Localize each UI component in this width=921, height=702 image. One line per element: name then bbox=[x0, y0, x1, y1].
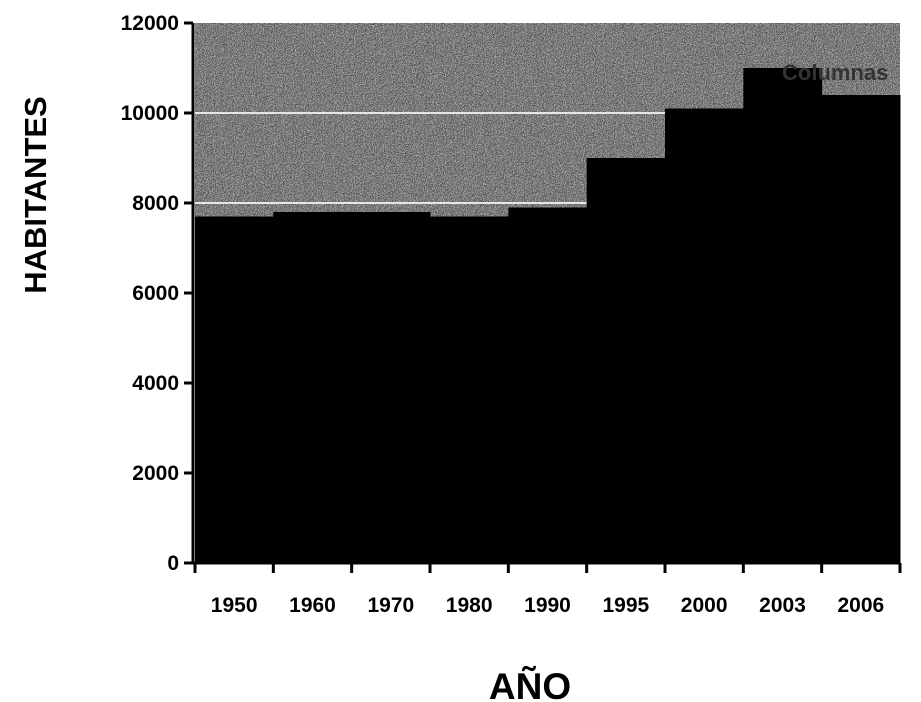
bar-1995 bbox=[586, 158, 666, 563]
y-tick-label: 12000 bbox=[121, 12, 179, 35]
x-tick-label: 1960 bbox=[289, 594, 336, 617]
x-axis-title: AÑO bbox=[489, 665, 571, 702]
x-tick-label: 2000 bbox=[681, 594, 728, 617]
x-tick-label: 1990 bbox=[524, 594, 571, 617]
bar-1960 bbox=[273, 212, 353, 563]
y-tick-label: 10000 bbox=[121, 102, 179, 125]
bars bbox=[195, 68, 901, 563]
x-tick-label: 1980 bbox=[446, 594, 493, 617]
y-tick-label: 0 bbox=[167, 552, 179, 575]
bar-2000 bbox=[665, 108, 744, 563]
y-tick-label: 4000 bbox=[132, 372, 179, 395]
x-tick-label: 2003 bbox=[759, 594, 806, 617]
bar-2006 bbox=[821, 95, 901, 563]
y-axis-ticks: 0 2000 4000 6000 8000 10000 12000 bbox=[121, 12, 193, 575]
y-axis-title: HABITANTES bbox=[18, 96, 53, 293]
x-tick-label: 1950 bbox=[211, 594, 258, 617]
y-tick-label: 8000 bbox=[132, 192, 179, 215]
bar-1970 bbox=[351, 212, 431, 563]
x-tick-label: 1970 bbox=[367, 594, 414, 617]
y-tick-label: 2000 bbox=[132, 462, 179, 485]
bar-2003 bbox=[743, 68, 823, 563]
x-tick-label: 1995 bbox=[602, 594, 649, 617]
bar-1980 bbox=[430, 216, 509, 563]
bar-1950 bbox=[195, 216, 274, 563]
y-tick-label: 6000 bbox=[132, 282, 179, 305]
x-axis-ticks: 1950 1960 1970 1980 1990 1995 2000 2003 2006 bbox=[193, 563, 902, 617]
x-tick-label: 2006 bbox=[837, 594, 884, 617]
bar-1990 bbox=[508, 207, 588, 563]
legend-label: Columnas bbox=[782, 60, 888, 85]
